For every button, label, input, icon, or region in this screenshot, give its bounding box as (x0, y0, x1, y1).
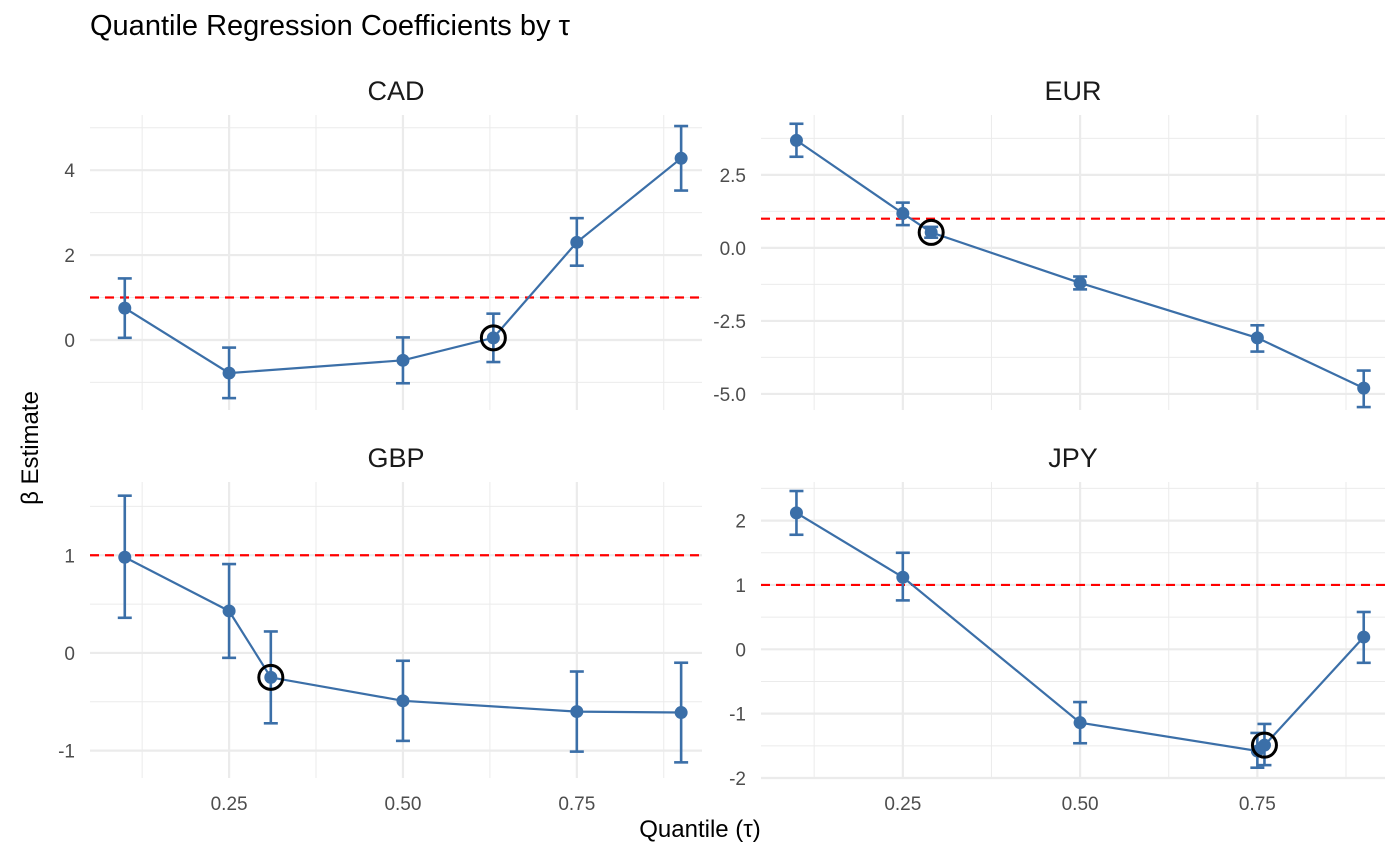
x-tick-label: 0.75 (558, 794, 595, 815)
data-point (789, 506, 803, 520)
x-axis-title: Quantile (τ) (639, 816, 761, 843)
series-line (124, 556, 682, 714)
data-point (264, 670, 278, 684)
data-point (570, 705, 584, 719)
y-tick-label: 4 (64, 161, 75, 182)
x-tick-label: 0.50 (384, 794, 421, 815)
y-tick-label: 0.0 (720, 239, 746, 260)
data-point (118, 301, 132, 315)
y-tick-label: 2.5 (720, 166, 746, 187)
data-point (1073, 276, 1087, 290)
panel-cad: CAD 0 2 4 (64, 76, 702, 410)
y-tick-label: 0 (64, 331, 75, 352)
highlight-ring (257, 663, 285, 691)
y-tick-label: 2 (64, 246, 75, 267)
panel-title-gbp: GBP (367, 443, 424, 473)
y-tick-label: -1 (729, 705, 746, 726)
data-point (924, 225, 938, 239)
data-point (1250, 331, 1264, 345)
highlight-ring (1250, 731, 1278, 759)
x-tick-label: 0.75 (1239, 794, 1276, 815)
y-tick-label: 2 (735, 512, 746, 533)
data-point (118, 550, 132, 564)
y-tick-label: 1 (735, 576, 746, 597)
chart-title: Quantile Regression Coefficients by τ (90, 10, 571, 42)
panel-jpy: JPY 2 1 0 -1 -2 0.25 0.50 0.75 (729, 443, 1385, 815)
data-point (222, 604, 236, 618)
panel-eur: EUR 2.5 0.0 -2.5 -5.0 (713, 76, 1385, 410)
x-tick-label: 0.25 (884, 794, 921, 815)
data-point (1357, 630, 1371, 644)
data-point (1073, 716, 1087, 730)
data-point (674, 706, 688, 720)
series-line (795, 139, 1365, 390)
panel-gbp: GBP 1 0 -1 0.25 0.50 0.75 (58, 443, 702, 815)
y-tick-label: -2 (729, 769, 746, 790)
y-tick-label: 1 (64, 546, 75, 567)
panel-title-jpy: JPY (1048, 443, 1098, 473)
data-point (1257, 738, 1271, 752)
data-point (1357, 381, 1371, 395)
y-tick-label: 0 (735, 640, 746, 661)
y-axis-title: β Estimate (17, 391, 44, 505)
data-point (396, 694, 410, 708)
y-tick-label: -1 (58, 742, 75, 763)
data-point (570, 235, 584, 249)
panel-title-eur: EUR (1044, 76, 1101, 106)
y-tick-label: -2.5 (713, 312, 746, 333)
data-point (486, 331, 500, 345)
data-point (789, 133, 803, 147)
data-point (674, 151, 688, 165)
y-tick-label: -5.0 (713, 385, 746, 406)
data-point (896, 570, 910, 584)
x-tick-label: 0.50 (1062, 794, 1099, 815)
series-line (795, 511, 1365, 753)
series-line (124, 157, 682, 375)
highlight-ring (479, 324, 507, 352)
panel-title-cad: CAD (367, 76, 424, 106)
y-tick-label: 0 (64, 644, 75, 665)
data-point (396, 353, 410, 367)
x-tick-label: 0.25 (211, 794, 248, 815)
data-point (896, 206, 910, 220)
highlight-ring (917, 218, 945, 246)
data-point (222, 366, 236, 380)
